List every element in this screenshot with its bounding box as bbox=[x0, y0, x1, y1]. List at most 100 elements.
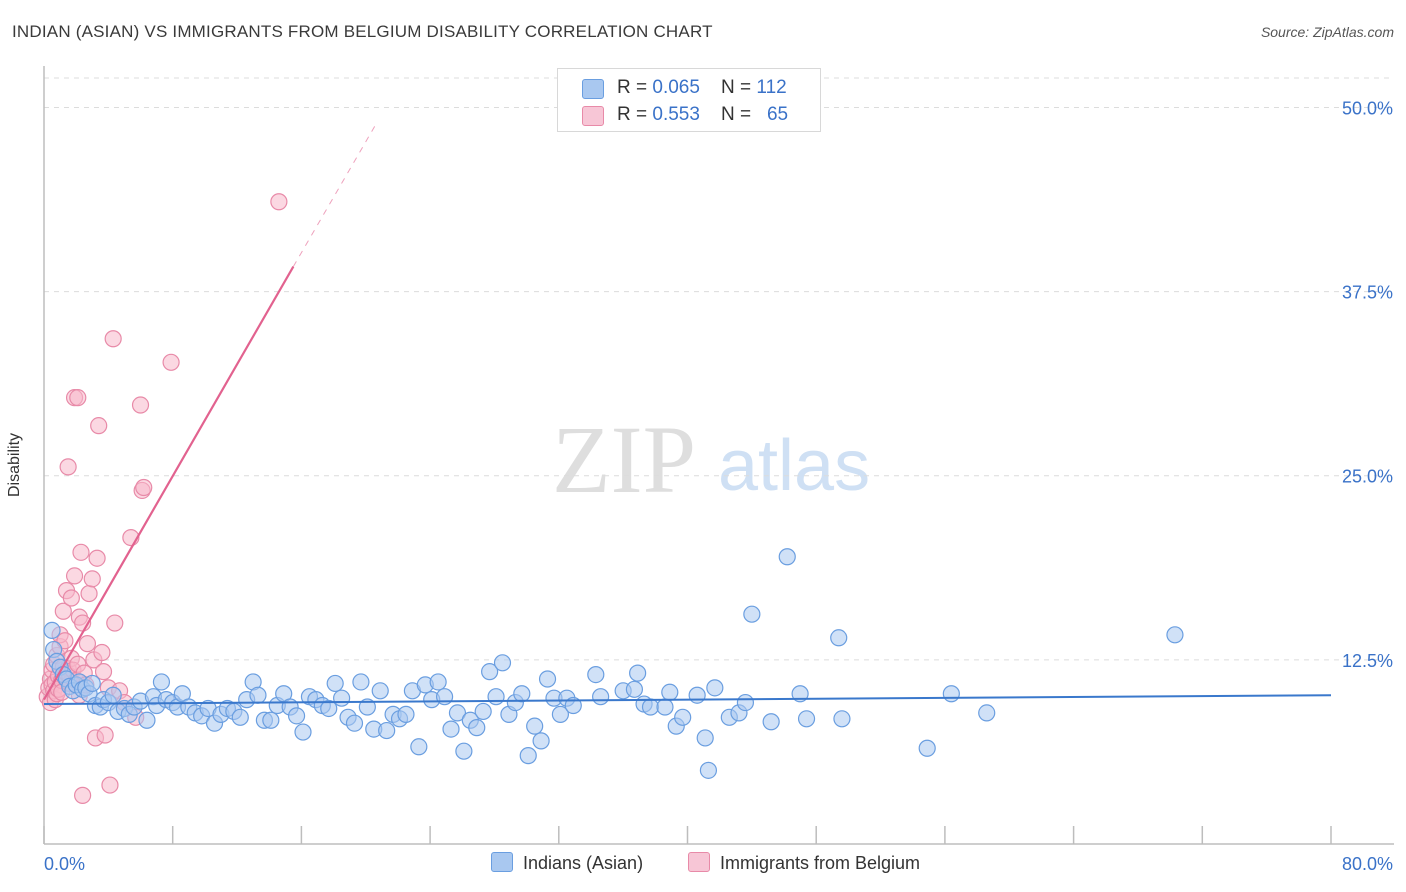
indians-point bbox=[551, 705, 570, 723]
indians-point bbox=[83, 674, 101, 693]
indians-point bbox=[333, 689, 351, 707]
indians-point bbox=[625, 680, 644, 698]
belgium-point bbox=[131, 396, 150, 414]
indians-point bbox=[743, 605, 761, 623]
indians-point bbox=[410, 738, 428, 756]
legend-n-label: N = bbox=[721, 77, 757, 98]
indians-point bbox=[791, 685, 809, 703]
indians-point bbox=[104, 686, 122, 704]
indians-point bbox=[326, 674, 344, 693]
indians-point bbox=[474, 702, 492, 721]
indians-point bbox=[942, 685, 960, 703]
indians-point bbox=[358, 698, 376, 716]
axes bbox=[43, 66, 1394, 845]
trend-line-belgium-extension bbox=[292, 124, 376, 267]
belgium-point bbox=[135, 478, 153, 497]
indians-point bbox=[249, 686, 267, 704]
x-tick-label: 80.0% bbox=[1342, 854, 1393, 874]
belgium-point bbox=[54, 602, 72, 620]
legend-r-value: 0.065 bbox=[652, 77, 700, 98]
indians-point bbox=[487, 688, 505, 706]
belgium-point bbox=[62, 589, 80, 607]
legend-n-label: N = bbox=[721, 104, 757, 125]
y-tick-label: 50.0% bbox=[1342, 98, 1393, 118]
y-tick-label: 12.5% bbox=[1342, 651, 1393, 671]
indians-point bbox=[43, 621, 61, 640]
indians-point bbox=[1166, 626, 1184, 644]
belgium-point bbox=[94, 663, 113, 681]
legend-r-label: R = bbox=[617, 104, 653, 125]
indians-point bbox=[481, 663, 499, 681]
legend-swatch-blue bbox=[491, 852, 513, 872]
indians-point bbox=[762, 713, 780, 731]
legend-r-label: R = bbox=[617, 77, 653, 98]
indians-point bbox=[262, 711, 280, 729]
series-belgium-points bbox=[38, 193, 288, 804]
indians-point bbox=[152, 673, 171, 691]
indians-point bbox=[378, 721, 396, 740]
indians-point bbox=[978, 704, 996, 722]
trend-line-indians bbox=[43, 694, 1332, 706]
chart-title: INDIAN (ASIAN) VS IMMIGRANTS FROM BELGIU… bbox=[12, 22, 713, 41]
indians-point bbox=[699, 761, 718, 779]
legend-r-value: 0.553 bbox=[652, 104, 700, 125]
indians-point bbox=[138, 711, 156, 729]
belgium-point bbox=[90, 417, 108, 435]
legend-swatch-pink bbox=[582, 106, 604, 126]
belgium-point bbox=[59, 458, 77, 476]
belgium-point bbox=[78, 635, 97, 653]
belgium-point bbox=[65, 567, 84, 585]
legend-row1-text: R = 0.065 N = 112 bbox=[617, 77, 787, 99]
belgium-point bbox=[104, 330, 122, 348]
belgium-point bbox=[56, 632, 74, 650]
y-tick-label: 25.0% bbox=[1342, 467, 1393, 487]
belgium-point bbox=[74, 786, 92, 804]
indians-point bbox=[797, 710, 816, 728]
belgium-point bbox=[101, 776, 119, 794]
indians-point bbox=[778, 548, 796, 566]
watermark-zip: ZIP bbox=[552, 406, 696, 513]
indians-point bbox=[429, 673, 447, 691]
indians-point bbox=[736, 693, 755, 712]
indians-point bbox=[830, 629, 848, 647]
indians-point bbox=[468, 719, 486, 737]
trend-line-belgium bbox=[43, 266, 295, 701]
series-indians-points bbox=[43, 548, 1184, 779]
indians-point bbox=[661, 683, 679, 701]
indians-point bbox=[526, 717, 544, 735]
indians-point bbox=[629, 664, 647, 682]
belgium-point bbox=[106, 614, 124, 632]
watermark: ZIP atlas bbox=[552, 406, 870, 513]
tick-labels: 12.5% 25.0% 37.5% 50.0% 0.0% 80.0% bbox=[44, 98, 1393, 874]
legend-item-indians[interactable]: Indians (Asian) bbox=[491, 852, 643, 874]
indians-point bbox=[345, 714, 364, 732]
indians-point bbox=[918, 739, 936, 757]
belgium-point bbox=[72, 543, 90, 561]
indians-point bbox=[641, 698, 660, 716]
legend-label-indians: Indians (Asian) bbox=[523, 853, 644, 873]
indians-point bbox=[397, 705, 415, 723]
legend-item-belgium[interactable]: Immigrants from Belgium bbox=[688, 852, 920, 874]
belgium-point bbox=[270, 193, 288, 211]
belgium-point bbox=[83, 570, 101, 588]
indians-point bbox=[231, 708, 249, 726]
belgium-point bbox=[162, 353, 180, 371]
indians-point bbox=[538, 670, 557, 688]
correlation-legend: R = 0.065 N = 112 R = 0.553 N = 65 bbox=[557, 68, 821, 132]
belgium-point bbox=[80, 584, 98, 603]
indians-point bbox=[674, 708, 692, 726]
indians-point bbox=[519, 747, 537, 765]
legend-n-value: 65 bbox=[766, 104, 789, 125]
indians-point bbox=[656, 698, 674, 716]
indians-point bbox=[532, 732, 550, 750]
gridlines bbox=[44, 77, 1394, 661]
source-label: Source: ZipAtlas.com bbox=[1260, 24, 1394, 40]
belgium-point bbox=[88, 549, 106, 567]
series-legend: Indians (Asian) Immigrants from Belgium bbox=[0, 852, 1406, 876]
indians-point bbox=[294, 723, 312, 741]
legend-swatch-blue bbox=[582, 79, 604, 99]
indians-point bbox=[352, 673, 370, 691]
indians-point bbox=[442, 720, 460, 738]
indians-point bbox=[688, 686, 706, 704]
